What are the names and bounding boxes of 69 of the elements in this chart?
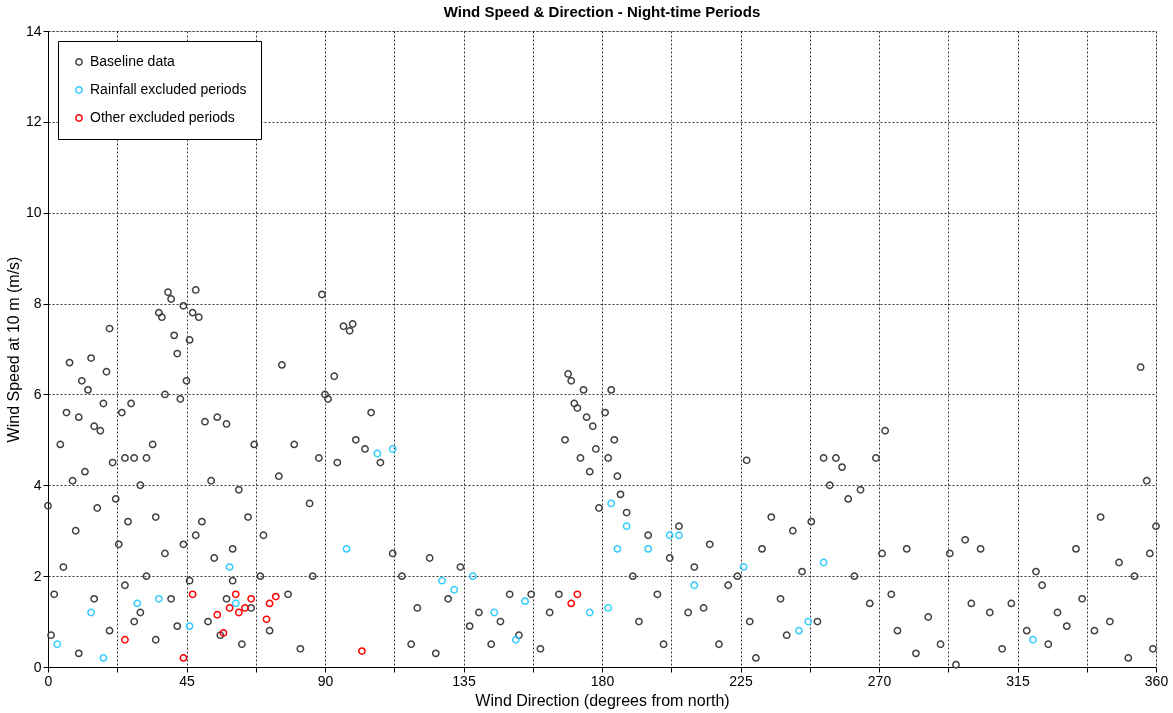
point — [271, 592, 280, 601]
point — [265, 599, 274, 608]
point — [262, 615, 271, 624]
point — [154, 594, 163, 603]
y-tick-label: 10 — [25, 204, 42, 221]
point — [438, 576, 446, 585]
point — [622, 522, 631, 531]
x-tick-label: 315 — [1006, 672, 1030, 689]
point — [690, 581, 699, 590]
x-tick-label: 270 — [867, 672, 892, 689]
point — [121, 635, 129, 644]
y-tick-label: 4 — [33, 476, 42, 493]
point — [53, 640, 62, 649]
point — [567, 599, 576, 608]
point — [585, 608, 594, 617]
point — [665, 531, 674, 540]
point — [573, 590, 582, 599]
point — [795, 626, 803, 635]
chart-title: Wind Speed & Direction - Night-time Periods — [443, 3, 761, 20]
point — [373, 449, 382, 458]
x-tick-label: 45 — [179, 672, 195, 689]
point — [179, 654, 188, 662]
point — [604, 604, 613, 612]
point — [225, 604, 234, 612]
point — [358, 647, 366, 656]
legend-label: Baseline data — [90, 53, 176, 69]
y-tick-label: 12 — [25, 113, 42, 130]
x-tick-label: 225 — [729, 672, 753, 689]
point — [213, 610, 222, 619]
x-tick-label: 135 — [452, 672, 476, 689]
point — [234, 608, 243, 617]
point — [133, 599, 142, 608]
y-tick-label: 0 — [33, 658, 42, 675]
point — [490, 608, 499, 617]
point — [607, 499, 616, 508]
legend-label: Rainfall excluded periods — [90, 81, 247, 97]
point — [185, 622, 194, 631]
point — [511, 635, 520, 644]
point — [1028, 635, 1037, 644]
point — [231, 599, 240, 608]
y-axis-title: Wind Speed at 10 m (m/s) — [4, 256, 22, 443]
point — [675, 531, 683, 540]
y-tick-label: 2 — [33, 567, 42, 584]
point — [388, 445, 397, 453]
point — [613, 544, 622, 553]
y-tick-label: 14 — [25, 22, 42, 39]
point — [87, 608, 95, 617]
point — [225, 563, 234, 571]
point — [468, 572, 477, 581]
legend-label: Other excluded periods — [90, 109, 235, 125]
point — [247, 594, 256, 603]
y-tick-label: 8 — [33, 295, 42, 312]
point — [188, 590, 197, 599]
x-axis-title: Wind Direction (degrees from north) — [475, 691, 730, 709]
point — [342, 544, 351, 553]
x-tick-label: 0 — [44, 672, 53, 689]
x-tick-label: 180 — [590, 672, 615, 689]
point — [241, 604, 249, 612]
x-tick-label: 90 — [317, 672, 334, 689]
point — [644, 544, 653, 553]
point — [450, 585, 459, 594]
point — [739, 563, 748, 571]
point — [804, 617, 813, 626]
y-tick-label: 6 — [33, 385, 42, 402]
point — [231, 590, 240, 599]
point — [99, 654, 108, 662]
point — [819, 558, 828, 567]
x-tick-label: 360 — [1144, 672, 1169, 689]
point — [521, 597, 529, 606]
